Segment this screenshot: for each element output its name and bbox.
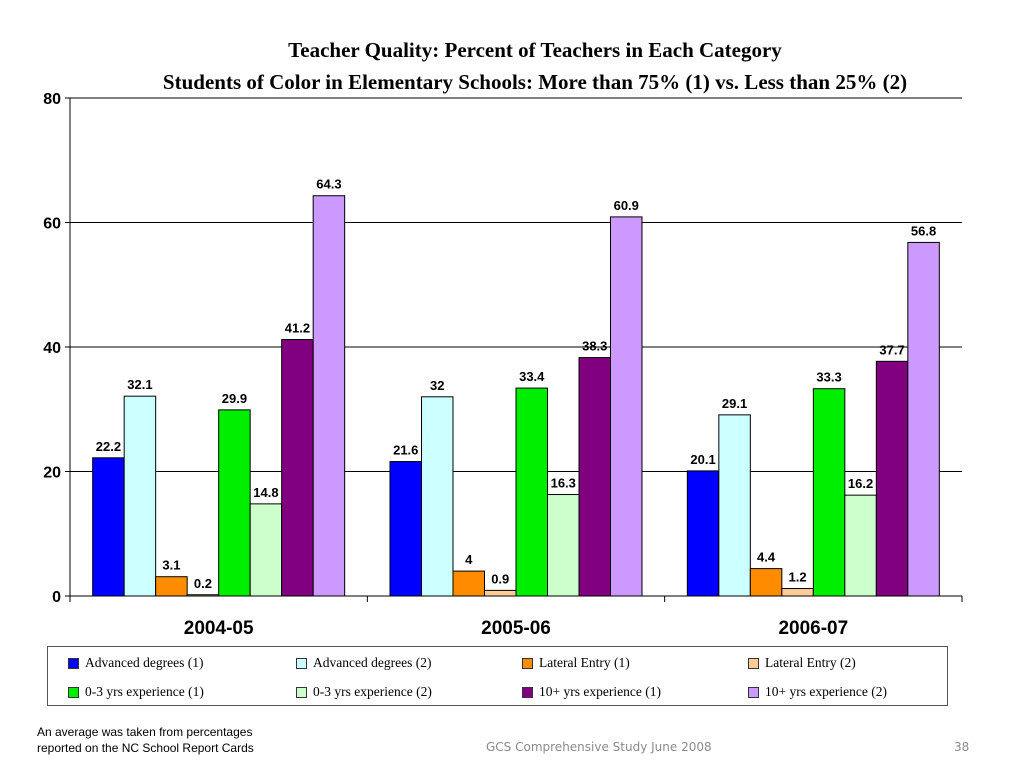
data-label: 20.1 xyxy=(690,452,715,467)
legend-item: Advanced degrees (1) xyxy=(68,655,203,671)
data-label: 60.9 xyxy=(614,198,639,213)
legend-label: 0-3 yrs experience (2) xyxy=(313,684,432,699)
data-label: 21.6 xyxy=(393,443,418,458)
legend-label: 10+ yrs experience (1) xyxy=(539,684,661,699)
bar xyxy=(812,388,846,597)
data-label: 16.3 xyxy=(551,476,576,491)
bar xyxy=(249,503,283,597)
legend-swatch xyxy=(748,686,759,698)
data-label: 0.9 xyxy=(491,571,509,586)
data-label: 56.8 xyxy=(911,223,936,238)
bar xyxy=(123,395,157,597)
data-label: 38.3 xyxy=(582,339,607,354)
data-label: 32.1 xyxy=(127,377,152,392)
bar xyxy=(218,409,251,597)
data-label: 33.4 xyxy=(519,369,545,384)
legend-label: 0-3 yrs experience (1) xyxy=(85,684,204,699)
legend-item: 0-3 yrs experience (2) xyxy=(296,684,432,700)
legend-label: Advanced degrees (2) xyxy=(313,655,432,670)
bar xyxy=(907,241,940,597)
y-tick-label: 20 xyxy=(43,465,61,482)
bar xyxy=(547,494,580,597)
footer-text: GCS Comprehensive Study June 2008 xyxy=(486,740,712,754)
bar-chart: 02040608022.232.13.10.229.914.841.264.32… xyxy=(43,91,963,639)
data-label: 3.1 xyxy=(162,558,180,573)
bar xyxy=(389,461,422,597)
data-label: 16.2 xyxy=(848,476,873,491)
bar xyxy=(718,414,751,597)
legend-item: 10+ yrs experience (2) xyxy=(748,684,887,700)
bar xyxy=(452,570,485,597)
legend-swatch xyxy=(296,686,307,698)
x-tick-label: 2004-05 xyxy=(184,618,254,639)
legend-swatch xyxy=(296,657,307,669)
bar xyxy=(186,594,220,597)
bar xyxy=(484,589,517,597)
legend-swatch xyxy=(522,686,533,698)
bar xyxy=(281,339,314,597)
data-label: 29.9 xyxy=(222,391,247,406)
bar xyxy=(578,357,611,597)
bar xyxy=(844,494,877,597)
data-label: 33.3 xyxy=(816,370,841,385)
footnote-line-2: reported on the NC School Report Cards xyxy=(37,741,254,755)
legend-label: Lateral Entry (1) xyxy=(539,655,630,670)
x-tick-label: 2006-07 xyxy=(778,618,848,639)
data-label: 64.3 xyxy=(316,177,341,192)
y-tick-label: 40 xyxy=(43,340,61,357)
data-label: 22.2 xyxy=(96,439,121,454)
data-label: 41.2 xyxy=(285,321,310,336)
y-tick-label: 0 xyxy=(52,589,61,606)
x-tick-label: 2005-06 xyxy=(481,618,551,639)
y-tick-label: 60 xyxy=(43,216,61,233)
legend-item: Advanced degrees (2) xyxy=(296,655,431,671)
bar xyxy=(155,576,188,597)
legend-item: Lateral Entry (2) xyxy=(748,655,856,671)
chart-title: Teacher Quality: Percent of Teachers in … xyxy=(288,38,782,62)
bar xyxy=(875,360,909,597)
data-label: 0.2 xyxy=(194,576,212,591)
data-label: 14.8 xyxy=(253,485,278,500)
legend-swatch xyxy=(522,657,533,669)
bar xyxy=(92,457,125,597)
bar xyxy=(515,387,548,597)
bar xyxy=(686,470,720,597)
legend-item: Lateral Entry (1) xyxy=(522,655,630,671)
bar xyxy=(610,216,643,597)
page-number: 38 xyxy=(954,740,970,754)
bar xyxy=(421,396,454,597)
legend-label: Advanced degrees (1) xyxy=(85,655,204,670)
legend-item: 10+ yrs experience (1) xyxy=(522,684,661,700)
legend-swatch xyxy=(748,657,759,669)
data-label: 32 xyxy=(430,378,444,393)
data-label: 29.1 xyxy=(722,396,747,411)
footnote-line-1: An average was taken from percentages xyxy=(37,725,253,739)
data-label: 4.4 xyxy=(757,550,776,565)
legend-item: 0-3 yrs experience (1) xyxy=(68,684,204,700)
bar xyxy=(312,195,346,597)
chart-legend: Advanced degrees (1) Advanced degrees (2)… xyxy=(47,646,948,706)
y-tick-label: 80 xyxy=(43,91,61,108)
legend-swatch xyxy=(68,686,79,698)
footnote: An average was taken from percentages re… xyxy=(37,724,254,756)
bar xyxy=(781,588,814,597)
chart-subtitle: Students of Color in Elementary Schools:… xyxy=(162,70,908,94)
bar xyxy=(749,568,783,597)
legend-label: Lateral Entry (2) xyxy=(765,655,856,670)
legend-swatch xyxy=(68,657,79,669)
data-label: 37.7 xyxy=(879,342,904,357)
legend-label: 10+ yrs experience (2) xyxy=(765,684,887,699)
data-label: 4 xyxy=(465,552,473,567)
data-label: 1.2 xyxy=(789,570,807,585)
